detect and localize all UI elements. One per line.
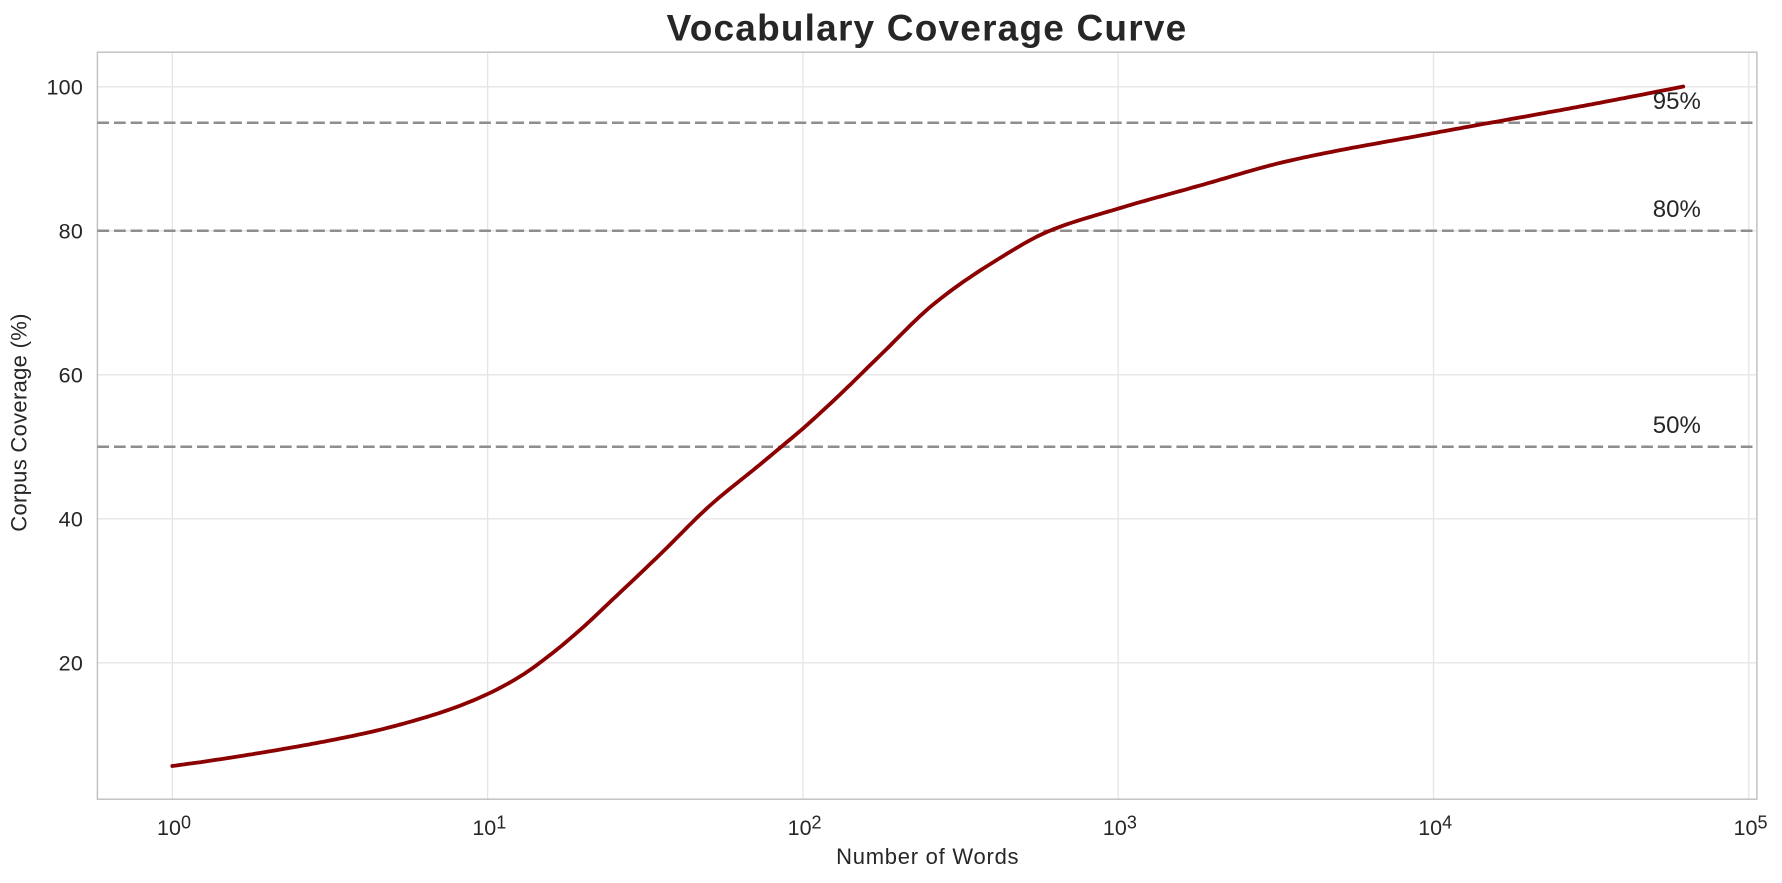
svg-text:40: 40 <box>59 508 83 532</box>
svg-text:80%: 80% <box>1653 196 1701 223</box>
svg-text:20: 20 <box>59 652 83 676</box>
svg-text:Corpus Coverage (%): Corpus Coverage (%) <box>7 313 32 531</box>
svg-text:100: 100 <box>47 76 83 100</box>
svg-text:80: 80 <box>59 220 83 244</box>
svg-text:Vocabulary Coverage Curve: Vocabulary Coverage Curve <box>667 8 1188 49</box>
svg-text:60: 60 <box>59 364 83 388</box>
svg-text:Number of Words: Number of Words <box>836 844 1019 869</box>
svg-text:95%: 95% <box>1653 88 1701 115</box>
svg-text:50%: 50% <box>1653 412 1701 439</box>
